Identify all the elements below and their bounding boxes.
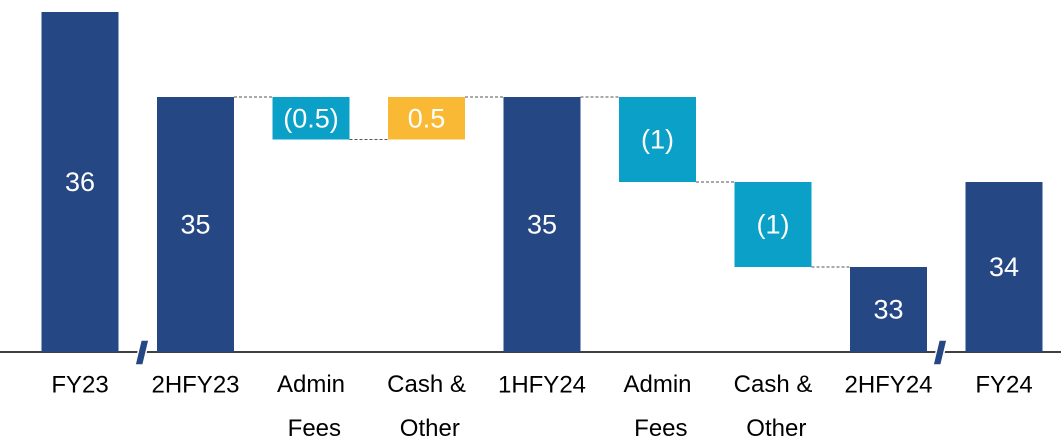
x-tick-line: Other xyxy=(740,415,807,442)
bar xyxy=(157,97,234,352)
value-label: 36 xyxy=(65,167,95,197)
bar xyxy=(388,97,465,140)
x-tick-label: Admin Fees xyxy=(623,371,691,442)
x-tick-line: Fees xyxy=(627,415,687,442)
x-tick-line: Other xyxy=(393,415,460,442)
x-tick-label: Cash & Other xyxy=(734,371,813,442)
axis-break xyxy=(932,339,948,366)
x-tick-label: 2HFY23 xyxy=(151,371,239,398)
bar xyxy=(272,97,350,140)
value-label: 35 xyxy=(527,210,557,240)
value-label: 35 xyxy=(180,210,210,240)
x-tick-line: Cash & xyxy=(387,371,466,398)
value-label: 33 xyxy=(873,295,903,325)
value-label: (1) xyxy=(757,210,790,240)
axis-break xyxy=(134,339,150,366)
x-tick-line: Admin xyxy=(277,371,345,398)
value-label: 34 xyxy=(989,252,1019,282)
bar xyxy=(850,267,927,352)
x-tick-label: 2HFY24 xyxy=(844,371,932,398)
x-tick-label: Cash & Other xyxy=(387,371,466,442)
x-tick-label: FY24 xyxy=(975,371,1032,398)
bar xyxy=(41,12,119,352)
x-tick-line: Admin xyxy=(623,371,691,398)
x-tick-line: Cash & xyxy=(734,371,813,398)
value-label: 0.5 xyxy=(408,103,446,133)
value-label: (1) xyxy=(641,125,674,155)
x-tick-label: Admin Fees xyxy=(277,371,345,442)
bar xyxy=(965,182,1043,352)
bar xyxy=(734,182,812,267)
value-label: (0.5) xyxy=(283,103,339,133)
x-tick-label: FY23 xyxy=(51,371,108,398)
x-tick-line: Fees xyxy=(281,415,341,442)
bar xyxy=(619,97,696,182)
bar xyxy=(503,97,581,352)
x-tick-label: 1HFY24 xyxy=(498,371,586,398)
